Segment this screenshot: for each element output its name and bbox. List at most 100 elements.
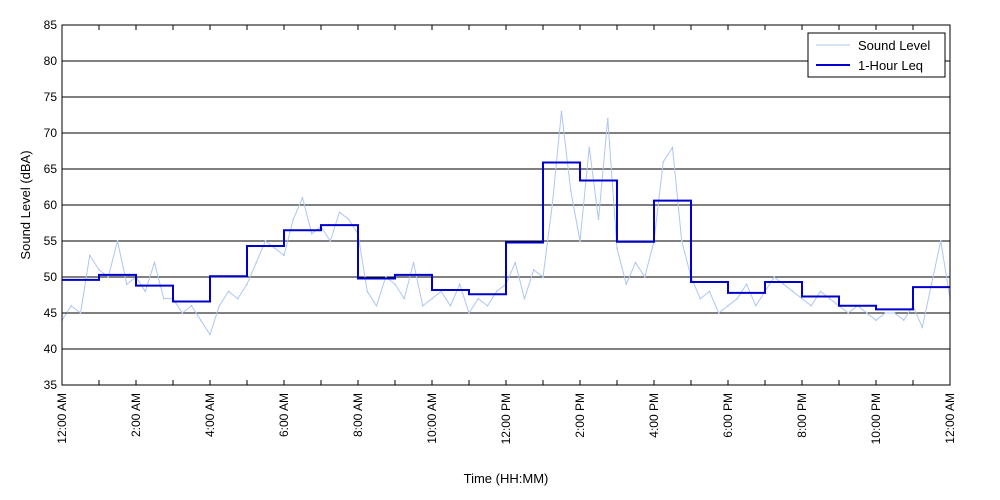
x-tick-label: 8:00 PM xyxy=(795,393,809,438)
x-tick-label: 4:00 AM xyxy=(203,393,217,437)
x-ticks: 12:00 AM 2:00 AM 4:00 AM 6:00 AM 8:00 AM 10:0… xyxy=(55,25,957,444)
sound-level-point xyxy=(782,283,785,286)
sound-level-point xyxy=(347,218,350,221)
y-tick-label: 75 xyxy=(44,90,58,104)
sound-level-point xyxy=(162,297,165,300)
sound-level-point xyxy=(412,261,415,264)
sound-level-point xyxy=(514,261,517,264)
x-tick-label: 8:00 AM xyxy=(351,393,365,437)
sound-level-point xyxy=(458,283,461,286)
sound-level-point xyxy=(310,233,313,235)
sound-level-point xyxy=(246,283,248,286)
sound-level-point xyxy=(921,326,924,329)
sound-level-point xyxy=(366,290,369,293)
sound-level-point xyxy=(643,276,646,278)
x-tick-label: 10:00 AM xyxy=(425,393,439,444)
sound-level-point xyxy=(449,305,452,307)
sound-level-point xyxy=(440,290,443,293)
sound-level-point xyxy=(486,305,489,307)
y-tick-label: 50 xyxy=(44,270,58,284)
sound-level-point xyxy=(495,290,498,293)
sound-level-point xyxy=(699,297,702,300)
sound-level-point xyxy=(329,240,332,242)
sound-level-point xyxy=(88,254,91,257)
sound-level-point xyxy=(394,283,396,286)
x-tick-label: 12:00 AM xyxy=(943,393,957,444)
sound-level-point xyxy=(625,283,628,286)
sound-level-point xyxy=(634,261,637,264)
sound-level-point xyxy=(532,269,535,271)
sound-level-point xyxy=(236,297,239,300)
sound-level-point xyxy=(560,110,563,113)
y-tick-label: 85 xyxy=(44,18,58,32)
sound-level-point xyxy=(153,261,156,264)
x-tick-label: 2:00 AM xyxy=(129,393,143,437)
x-tick-label: 12:00 AM xyxy=(55,393,69,444)
sound-level-point xyxy=(588,146,591,149)
sound-level-point xyxy=(338,211,341,213)
sound-level-point xyxy=(468,312,470,314)
sound-level-point xyxy=(125,283,128,286)
sound-level-point xyxy=(801,297,803,300)
sound-level-point xyxy=(477,297,480,300)
legend-box xyxy=(807,32,946,78)
sound-level-point xyxy=(708,290,711,293)
sound-level-point xyxy=(865,312,868,314)
y-tick-label: 70 xyxy=(44,126,58,140)
legend-label-sound-level: Sound Level xyxy=(858,38,930,53)
sound-level-point xyxy=(523,297,526,300)
sound-level-point xyxy=(754,305,757,307)
x-tick-label: 10:00 PM xyxy=(869,393,883,444)
sound-level-point xyxy=(98,269,100,271)
sound-level-point xyxy=(403,297,406,300)
sound-level-point xyxy=(819,290,822,293)
legend: Sound Level 1-Hour Leq xyxy=(807,32,946,78)
y-tick-label: 45 xyxy=(44,306,58,320)
sound-level-point xyxy=(255,261,258,264)
sound-level-point xyxy=(116,240,119,242)
sound-level-point xyxy=(893,312,896,314)
y-axis-label: Sound Level (dBA) xyxy=(18,150,33,259)
sound-level-point xyxy=(736,297,739,300)
sound-level-point xyxy=(579,240,581,242)
sound-level-point xyxy=(190,305,193,307)
y-ticks: 35 40 45 50 55 60 65 70 75 80 85 xyxy=(44,18,67,392)
sound-level-point xyxy=(717,312,720,314)
sound-level-point xyxy=(79,312,82,314)
x-tick-label: 2:00 PM xyxy=(573,393,587,438)
sound-level-point xyxy=(662,161,665,163)
legend-label-leq: 1-Hour Leq xyxy=(858,58,923,73)
sound-level-point xyxy=(273,247,276,249)
y-tick-label: 55 xyxy=(44,234,58,248)
sound-level-point xyxy=(144,290,147,293)
sound-level-point xyxy=(375,305,378,307)
sound-level-point xyxy=(209,333,211,336)
sound-level-point xyxy=(551,204,554,206)
sound-level-point xyxy=(875,319,877,322)
sound-level-point xyxy=(107,276,110,278)
sound-level-point xyxy=(671,146,674,149)
sound-level-point xyxy=(292,218,295,221)
sound-level-point xyxy=(930,283,933,286)
y-tick-label: 65 xyxy=(44,162,58,176)
sound-level-point xyxy=(542,276,544,278)
sound-level-point xyxy=(745,283,748,286)
sound-level-point xyxy=(773,276,776,278)
y-tick-label: 60 xyxy=(44,198,58,212)
sound-level-point xyxy=(218,305,221,307)
x-tick-label: 12:00 PM xyxy=(499,393,513,444)
sound-level-point xyxy=(727,305,729,307)
sound-level-point xyxy=(939,240,942,242)
leq-line xyxy=(62,161,950,311)
sound-level-point xyxy=(199,319,202,322)
sound-level-point xyxy=(791,290,794,293)
sound-level-point xyxy=(421,305,424,307)
sound-level-point xyxy=(680,240,683,242)
sound-level-point xyxy=(431,297,433,300)
sound-level-point xyxy=(597,218,600,221)
y-tick-label: 80 xyxy=(44,54,58,68)
sound-level-point xyxy=(301,197,304,199)
y-tick-label: 35 xyxy=(44,378,58,392)
sound-level-point xyxy=(847,312,850,314)
